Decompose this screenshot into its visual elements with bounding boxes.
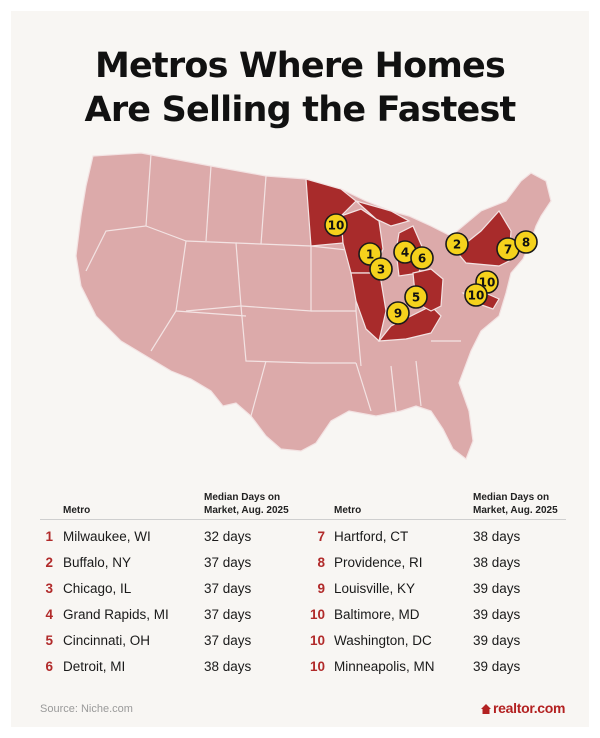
rank: 6: [45, 659, 53, 674]
title-line-1: Metros Where Homes: [94, 46, 506, 86]
rank: 1: [45, 529, 53, 544]
rank: 10: [309, 633, 325, 648]
title-line-2: Are Selling the Fastest: [84, 90, 517, 130]
metro-name: Grand Rapids, MI: [63, 607, 169, 622]
median-days: 39 days: [473, 607, 521, 622]
header-metro-right: Metro: [334, 505, 362, 516]
header-metro-left: Metro: [63, 505, 91, 516]
median-days: 39 days: [473, 633, 521, 648]
metro-name: Cincinnati, OH: [63, 633, 151, 648]
median-days: 38 days: [473, 555, 521, 570]
metro-name: Hartford, CT: [334, 529, 409, 544]
svg-text:8: 8: [522, 236, 530, 250]
source-note: Source: Niche.com: [40, 703, 133, 715]
map-base-layer: [75, 152, 552, 460]
infographic-card: Metros Where Homes Are Selling the Faste…: [11, 11, 589, 727]
metro-name: Washington, DC: [334, 633, 432, 648]
map-marker: 9: [386, 301, 410, 325]
house-icon: [481, 704, 491, 714]
rank: 3: [45, 581, 53, 596]
rank: 5: [45, 633, 53, 648]
metro-name: Buffalo, NY: [63, 555, 132, 570]
map-marker: 8: [514, 230, 538, 254]
median-days: 37 days: [204, 633, 252, 648]
median-days: 37 days: [204, 555, 252, 570]
svg-text:4: 4: [401, 246, 409, 260]
metro-name: Providence, RI: [334, 555, 423, 570]
median-days: 37 days: [204, 581, 252, 596]
contiguous-us-shape: [75, 152, 552, 460]
svg-text:5: 5: [412, 291, 420, 305]
header-days-left: Median Days on Market, Aug. 2025: [204, 492, 289, 516]
rank: 2: [45, 555, 53, 570]
svg-text:9: 9: [394, 307, 402, 321]
map-marker: 10: [324, 213, 348, 237]
svg-text:10: 10: [468, 289, 485, 303]
median-days: 32 days: [204, 529, 252, 544]
svg-text:2: 2: [453, 238, 461, 252]
realtor-logo: realtor.com: [481, 700, 565, 716]
rank: 10: [309, 659, 325, 674]
median-days: 39 days: [473, 659, 521, 674]
map-marker: 6: [410, 246, 434, 270]
map-marker: 5: [404, 285, 428, 309]
rank: 9: [317, 581, 325, 596]
svg-text:6: 6: [418, 252, 426, 266]
map-marker: 2: [445, 232, 469, 256]
svg-text:7: 7: [504, 243, 512, 257]
rank: 7: [317, 529, 325, 544]
median-days: 39 days: [473, 581, 521, 596]
metro-name: Milwaukee, WI: [63, 529, 151, 544]
metro-name: Chicago, IL: [63, 581, 132, 596]
map-marker: 3: [369, 257, 393, 281]
metro-name: Minneapolis, MN: [334, 659, 435, 674]
metro-name: Detroit, MI: [63, 659, 126, 674]
map-marker: 10: [464, 283, 488, 307]
state-borders: [85, 153, 461, 417]
header-days-right: Median Days on Market, Aug. 2025: [473, 492, 558, 516]
rank: 8: [317, 555, 325, 570]
svg-text:3: 3: [377, 263, 385, 277]
median-days: 38 days: [204, 659, 252, 674]
rank: 10: [309, 607, 325, 622]
metro-name: Louisville, KY: [334, 581, 416, 596]
page-title: Metros Where Homes Are Selling the Faste…: [11, 44, 589, 132]
table-divider: [40, 519, 566, 520]
state-ky: [377, 305, 442, 342]
median-days: 37 days: [204, 607, 252, 622]
metro-name: Baltimore, MD: [334, 607, 420, 622]
svg-text:1: 1: [366, 248, 374, 262]
map-marker: 7: [496, 237, 520, 261]
rank: 4: [45, 607, 53, 622]
us-map: 10 1 3 4 6 5 9 2 7: [75, 152, 552, 460]
map-markers: 10 1 3 4 6 5 9 2 7: [324, 213, 538, 325]
median-days: 38 days: [473, 529, 521, 544]
svg-text:10: 10: [328, 219, 345, 233]
metro-table: Metro Median Days on Market, Aug. 2025 M…: [11, 11, 589, 727]
